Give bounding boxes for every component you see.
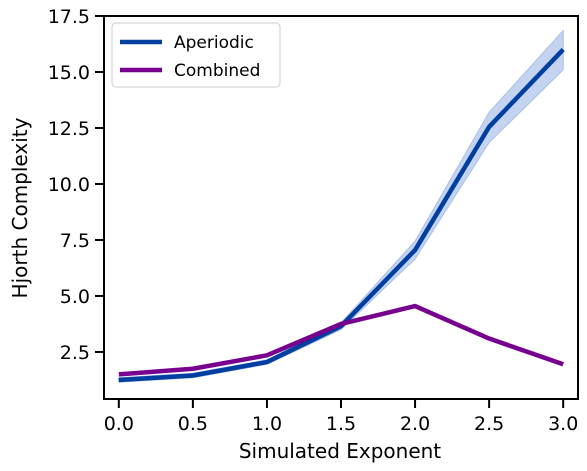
x-tick-label: 1.5 <box>326 413 356 435</box>
y-tick-label: 2.5 <box>60 342 90 364</box>
x-tick-label: 3.0 <box>548 413 578 435</box>
x-axis-label: Simulated Exponent <box>239 439 441 463</box>
y-tick-label: 15.0 <box>48 62 90 84</box>
x-tick-label: 1.0 <box>252 413 282 435</box>
x-tick-label: 0.5 <box>178 413 208 435</box>
y-axis-label: Hjorth Complexity <box>8 117 32 298</box>
x-tick-label: 0.0 <box>104 413 134 435</box>
series-line-0 <box>118 48 565 383</box>
y-tick-label: 7.5 <box>60 230 90 252</box>
legend-label-1: Combined <box>174 61 260 81</box>
x-tick-label: 2.0 <box>400 413 430 435</box>
y-tick-label: 5.0 <box>60 286 90 308</box>
x-tick-label: 2.5 <box>474 413 504 435</box>
y-tick-label: 12.5 <box>48 118 90 140</box>
legend-label-0: Aperiodic <box>174 33 254 53</box>
y-tick-label: 10.0 <box>48 174 90 196</box>
y-tick-label: 17.5 <box>48 6 90 28</box>
series-line-1 <box>118 303 564 377</box>
